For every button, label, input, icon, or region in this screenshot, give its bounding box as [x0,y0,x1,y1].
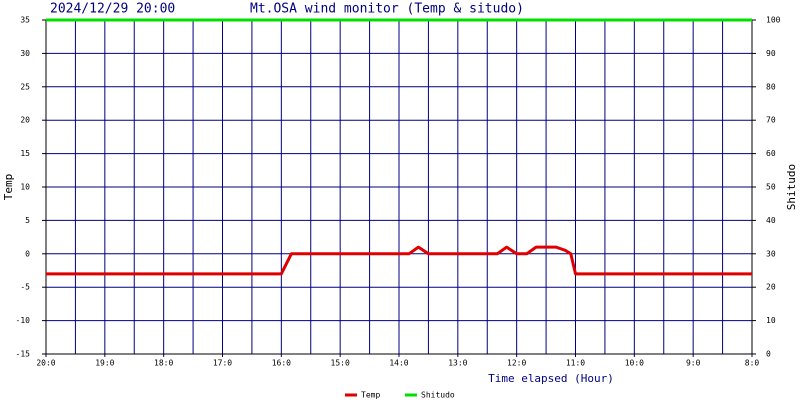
y2-tick-label: 90 [766,49,776,58]
x-tick-label: 18:0 [154,359,173,368]
y-tick-label: 20 [20,116,30,125]
y-tick-label: 25 [20,82,30,91]
x-tick-label: 10:0 [625,359,644,368]
x-tick-label: 9:0 [686,359,701,368]
y2-axis-label: Shitudo [785,164,798,210]
y-tick-label: 35 [20,16,30,25]
y-tick-label: -15 [16,350,31,359]
chart-subtitle: 2024/12/29 20:00 [50,2,175,17]
y-tick-label: 10 [20,183,30,192]
x-tick-label: 14:0 [389,359,408,368]
y2-tick-label: 40 [766,216,776,225]
x-tick-label: 17:0 [213,359,232,368]
y2-tick-label: 80 [766,82,776,91]
x-tick-label: 12:0 [507,359,526,368]
y2-tick-label: 50 [766,183,776,192]
x-tick-label: 13:0 [448,359,467,368]
y-tick-label: 30 [20,49,30,58]
series-line [46,245,752,276]
y2-tick-label: 30 [766,249,776,258]
y-tick-label: 5 [25,216,30,225]
chart-title: Mt.OSA wind monitor (Temp & situdo) [250,2,524,17]
y2-tick-label: 10 [766,316,776,325]
y-axis-label: Temp [2,174,15,201]
y-tick-label: -10 [16,316,31,325]
y-tick-label: 0 [25,249,30,258]
x-tick-label: 15:0 [331,359,350,368]
y-tick-label: -5 [20,283,30,292]
legend-label: Shitudo [421,391,455,400]
y2-tick-label: 100 [766,16,781,25]
x-tick-label: 16:0 [272,359,291,368]
y2-tick-label: 20 [766,283,776,292]
y2-tick-label: 0 [766,350,771,359]
x-tick-label: 11:0 [566,359,585,368]
x-tick-label: 19:0 [95,359,114,368]
x-axis-label: Time elapsed (Hour) [488,372,614,385]
x-tick-label: 20:0 [36,359,55,368]
y-tick-label: 15 [20,149,30,158]
x-tick-label: 8:0 [745,359,760,368]
y2-tick-label: 70 [766,116,776,125]
legend-label: Temp [361,391,380,400]
y2-tick-label: 60 [766,149,776,158]
